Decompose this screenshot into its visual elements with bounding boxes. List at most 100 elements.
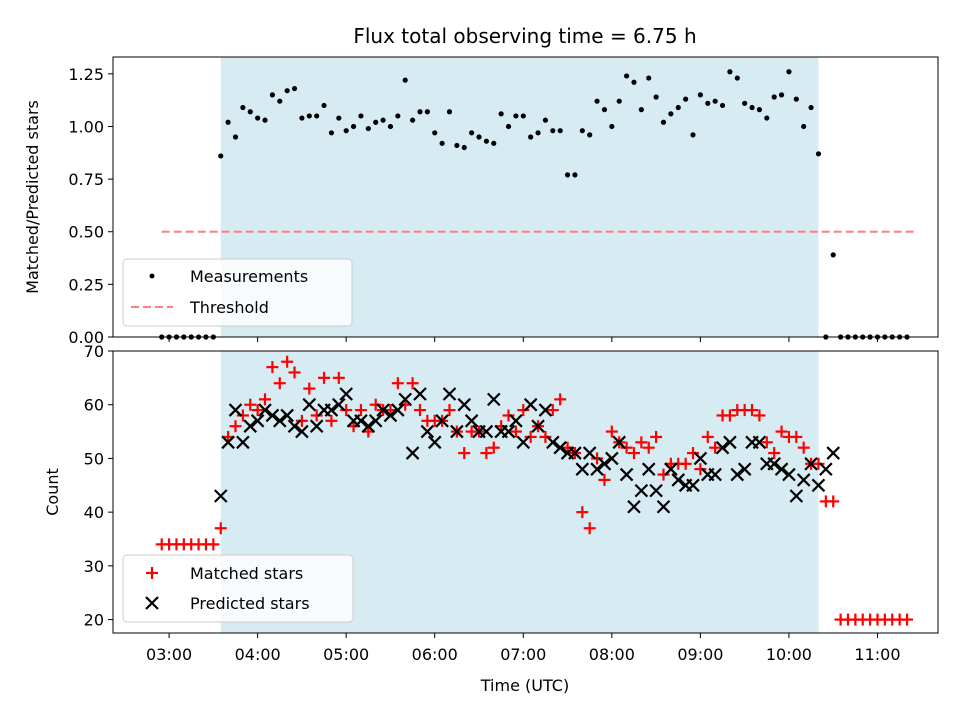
matched-star-point [723, 409, 736, 422]
measurement-point [291, 85, 298, 92]
predicted-star-point [435, 414, 449, 428]
predicted-star-point [590, 462, 604, 476]
predicted-star-point [354, 414, 368, 428]
measurement-point [284, 88, 290, 94]
matched-star-point [694, 463, 707, 476]
bottom-x-tick-label: 05:00 [323, 645, 369, 664]
predicted-star-point [597, 457, 612, 471]
predicted-star-point [649, 483, 663, 498]
predicted-star-point [243, 419, 258, 433]
predicted-star-point [464, 414, 479, 428]
predicted-star-point [383, 408, 398, 423]
matched-star-point [768, 447, 781, 460]
predicted-star-point [479, 424, 494, 439]
predicted-star-point [686, 478, 700, 493]
matched-star-point [524, 430, 537, 443]
matched-star-point [635, 436, 648, 449]
measurement-point [638, 107, 644, 113]
measurement-point [380, 117, 386, 123]
predicted-star-point [486, 392, 501, 407]
predicted-star-point [339, 387, 353, 401]
top-y-tick-label: 0.75 [68, 170, 104, 189]
bottom-legend-box [122, 554, 354, 623]
measurement-point [262, 117, 268, 123]
predicted-stars-series [213, 387, 840, 514]
measurement-point [623, 73, 630, 79]
matched-star-point [539, 430, 552, 443]
matched-star-point [775, 425, 788, 438]
predicted-star-point [582, 446, 597, 460]
matched-star-point [583, 522, 596, 535]
matched-star-point [620, 441, 633, 454]
measurement-point [587, 132, 593, 138]
predicted-star-point [671, 473, 686, 487]
matched-star-point [413, 404, 426, 417]
measurement-point [801, 123, 807, 130]
measurement-point [808, 104, 814, 111]
bottom-y-tick-label: 30 [84, 557, 104, 576]
chart-title: Flux total observing time = 6.75 h [353, 24, 696, 48]
bottom-legend: Matched stars Predicted stars [122, 554, 354, 623]
matched-star-point [288, 366, 301, 379]
predicted-star-point [811, 478, 826, 493]
measurement-point [395, 113, 401, 119]
measurement-point [299, 115, 305, 121]
matched-star-point [627, 447, 640, 460]
predicted-star-point [427, 435, 442, 450]
measurement-point [417, 109, 423, 115]
measurement-point [830, 252, 836, 258]
matched-star-point [207, 538, 220, 551]
measurement-point [675, 104, 681, 111]
predicted-star-point [531, 419, 545, 433]
measurement-point [550, 128, 556, 134]
predicted-star-point [236, 435, 250, 450]
matched-star-point [487, 441, 500, 454]
predicted-star-point [442, 387, 457, 401]
measurement-point [712, 98, 718, 104]
bottom-panel: 20 30 40 50 60 70 03:00 04:00 05:00 06:00 07:00 08… [43, 342, 939, 695]
matched-star-point [901, 613, 914, 626]
top-y-tick-label: 0.25 [68, 275, 104, 294]
measurement-point [314, 113, 320, 119]
matched-star-point [480, 447, 493, 460]
measurement-point [528, 134, 534, 140]
matched-star-point [546, 404, 559, 417]
predicted-star-point [287, 419, 302, 433]
measurement-point [786, 69, 792, 75]
measurement-point [734, 75, 740, 81]
matched-star-point [443, 404, 456, 417]
bottom-x-ticks: 03:00 04:00 05:00 06:00 07:00 08:00 09:00 10:00… [146, 633, 901, 664]
predicted-star-point [804, 457, 818, 471]
measurement-point [513, 113, 519, 119]
bottom-x-tick-label: 04:00 [235, 645, 281, 664]
predicted-star-point [272, 414, 287, 428]
bottom-plot-frame [112, 350, 939, 634]
measurement-point [609, 123, 615, 130]
matched-star-point [679, 457, 692, 470]
top-panel: 0.00 0.25 0.50 0.75 1.00 1.25 Matched/Predict… [23, 56, 939, 347]
matched-star-point [266, 361, 279, 374]
legend-matched-marker [146, 567, 158, 579]
matched-star-point [790, 430, 803, 443]
legend-threshold-label: Threshold [189, 298, 269, 317]
measurement-point [306, 113, 312, 119]
predicted-star-point [457, 397, 472, 412]
predicted-star-point [715, 440, 730, 455]
predicted-star-point [221, 435, 235, 450]
matched-star-point [797, 441, 810, 454]
predicted-star-point [619, 467, 634, 482]
measurement-point [409, 117, 416, 123]
matched-star-point [458, 447, 471, 460]
measurement-point [343, 128, 349, 134]
predicted-star-point [730, 467, 745, 482]
predicted-star-point [302, 397, 317, 412]
measurement-point [505, 123, 512, 130]
measurement-point [719, 102, 726, 109]
predicted-star-point [708, 467, 722, 482]
predicted-star-point [796, 473, 811, 487]
measurement-point [240, 104, 246, 111]
measurement-point [557, 128, 563, 134]
measurement-point [579, 128, 585, 134]
measurement-point [476, 134, 482, 140]
measurement-point [764, 115, 770, 121]
